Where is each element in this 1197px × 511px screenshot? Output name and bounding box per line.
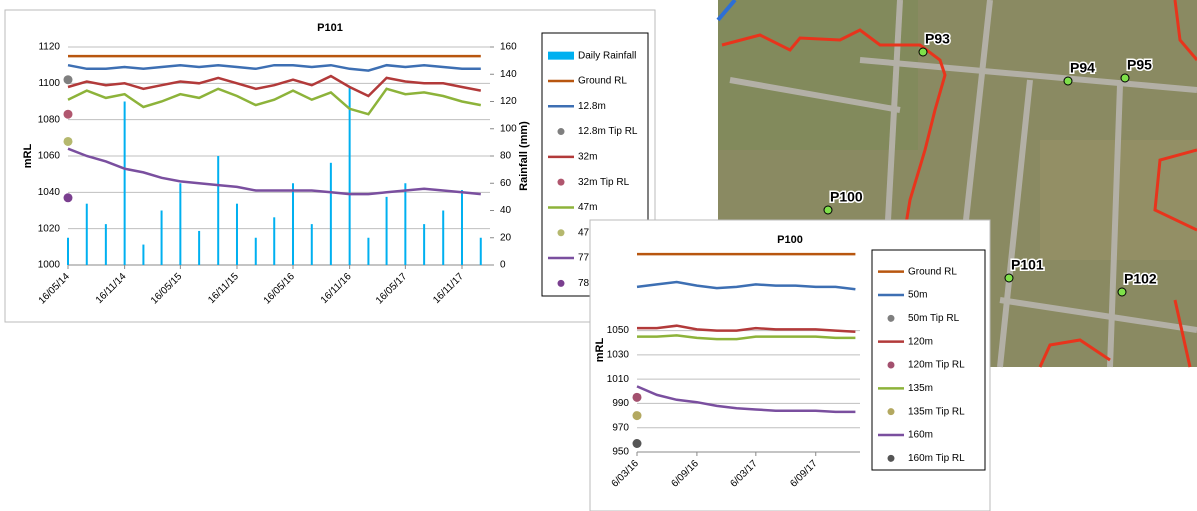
- rainfall-bar: [311, 224, 313, 265]
- legend-label: 135m Tip RL: [908, 406, 965, 417]
- rainfall-bar: [442, 211, 444, 266]
- chart-title: P100: [777, 234, 803, 246]
- y-tick-label: 1060: [38, 151, 61, 162]
- rainfall-bar: [105, 224, 107, 265]
- tip-point: [633, 393, 642, 402]
- legend-label: Ground RL: [908, 266, 957, 277]
- tip-point: [633, 439, 642, 448]
- legend-swatch: [888, 362, 895, 369]
- y-tick-label: 1010: [607, 374, 630, 385]
- legend-swatch: [888, 408, 895, 415]
- map-label: P101: [1011, 257, 1044, 273]
- rainfall-bar: [404, 183, 406, 265]
- legend-swatch: [548, 52, 574, 60]
- map-point: [1064, 77, 1072, 85]
- rainfall-bar: [255, 238, 257, 265]
- y-tick-label: 1030: [607, 349, 630, 360]
- legend-swatch: [888, 315, 895, 322]
- y2-axis-label: Rainfall (mm): [518, 121, 530, 191]
- y2-tick-label: 40: [500, 205, 512, 216]
- rainfall-bar: [217, 156, 219, 265]
- y-axis-label: mRL: [594, 338, 606, 363]
- y2-tick-label: 80: [500, 151, 512, 162]
- rainfall-bar: [349, 88, 351, 265]
- rainfall-bar: [461, 190, 463, 265]
- legend-label: 135m: [908, 383, 933, 394]
- rainfall-bar: [236, 204, 238, 265]
- rainfall-bar: [273, 217, 275, 265]
- y2-tick-label: 60: [500, 178, 512, 189]
- y-tick-label: 990: [612, 398, 629, 409]
- map-point: [919, 48, 927, 56]
- map-label: P100: [830, 189, 863, 205]
- rainfall-bar: [67, 238, 69, 265]
- map-label: P102: [1124, 271, 1157, 287]
- legend-swatch: [558, 128, 565, 135]
- map-label: P95: [1127, 57, 1152, 73]
- rainfall-bar: [292, 183, 294, 265]
- rainfall-bar: [330, 163, 332, 265]
- y-tick-label: 1050: [607, 325, 630, 336]
- legend-swatch: [558, 280, 565, 287]
- y2-tick-label: 100: [500, 123, 517, 134]
- y-tick-label: 1080: [38, 114, 61, 125]
- rainfall-bar: [124, 102, 126, 266]
- y-tick-label: 1120: [38, 42, 60, 53]
- rainfall-bar: [423, 224, 425, 265]
- map-field: [718, 0, 918, 150]
- y-tick-label: 1100: [38, 78, 60, 89]
- y2-tick-label: 120: [500, 96, 517, 107]
- y-tick-label: 950: [612, 447, 629, 458]
- chart-title: P101: [317, 22, 343, 34]
- legend-swatch: [558, 179, 565, 186]
- tip-point: [64, 75, 73, 84]
- y2-tick-label: 0: [500, 260, 506, 271]
- rainfall-bar: [198, 231, 200, 265]
- y2-tick-label: 140: [500, 69, 517, 80]
- page: P93P94P95P100P101P102 P10110001020104010…: [0, 0, 1197, 511]
- legend-label: Daily Rainfall: [578, 50, 636, 61]
- map-label: P93: [925, 31, 950, 47]
- legend-label: 160m Tip RL: [908, 453, 965, 464]
- rainfall-bar: [480, 238, 482, 265]
- y-tick-label: 1000: [38, 260, 61, 271]
- legend-label: 120m: [908, 336, 933, 347]
- map-point: [1005, 274, 1013, 282]
- legend-label: 160m: [908, 430, 933, 441]
- legend-swatch: [558, 229, 565, 236]
- legend-label: 32m Tip RL: [578, 177, 630, 188]
- tip-point: [64, 110, 73, 119]
- map-point: [824, 206, 832, 214]
- y-tick-label: 1040: [38, 187, 61, 198]
- rainfall-bar: [86, 204, 88, 265]
- rainfall-bar: [142, 245, 144, 265]
- legend-label: 120m Tip RL: [908, 360, 965, 371]
- map-point: [1118, 288, 1126, 296]
- rainfall-bar: [179, 183, 181, 265]
- y2-tick-label: 160: [500, 42, 517, 53]
- map-label: P94: [1070, 60, 1095, 76]
- tip-point: [633, 411, 642, 420]
- rainfall-bar: [161, 211, 163, 266]
- y-tick-label: 1020: [38, 223, 61, 234]
- y-axis-label: mRL: [22, 144, 34, 169]
- tip-point: [64, 193, 73, 202]
- legend-label: 12.8m Tip RL: [578, 126, 638, 137]
- tip-point: [64, 137, 73, 146]
- legend-label: 47m: [578, 202, 597, 213]
- map-point: [1121, 74, 1129, 82]
- rainfall-bar: [386, 197, 388, 265]
- legend-swatch: [888, 455, 895, 462]
- legend-label: 50m: [908, 290, 927, 301]
- y2-tick-label: 20: [500, 232, 512, 243]
- legend-label: 32m: [578, 151, 597, 162]
- legend-label: 50m Tip RL: [908, 313, 960, 324]
- y-tick-label: 970: [612, 422, 629, 433]
- rainfall-bar: [367, 238, 369, 265]
- legend-label: Ground RL: [578, 76, 627, 87]
- legend-label: 12.8m: [578, 101, 606, 112]
